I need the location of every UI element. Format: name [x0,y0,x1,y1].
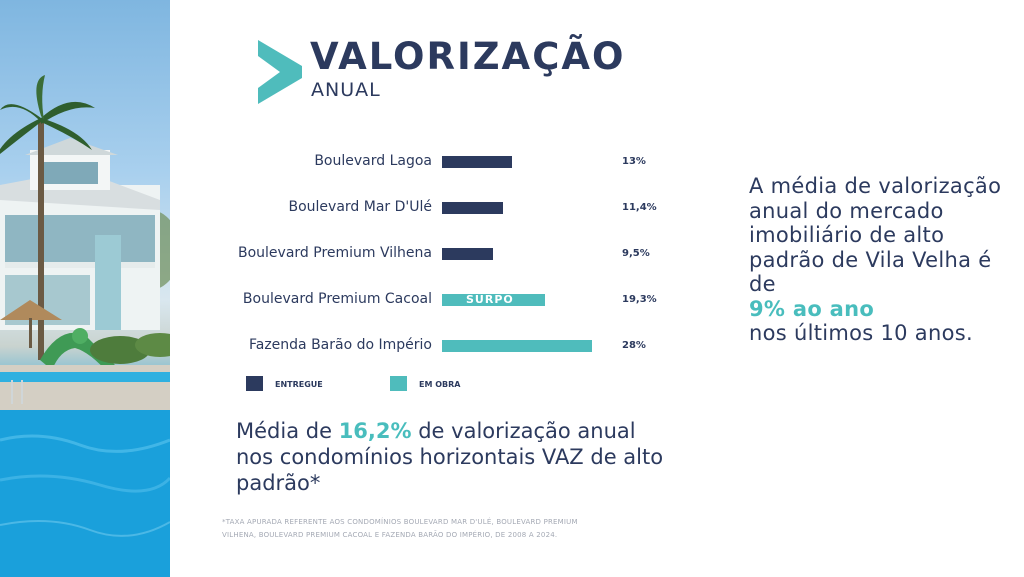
legend-label: ENTREGUE [275,380,323,389]
bar-category-label: Boulevard Mar D'Ulé [288,199,433,215]
bar [442,156,512,168]
market-average-prefix: A média de valorização anual do mercado … [749,174,1002,296]
bar [442,340,592,352]
bar-value-label: 19,3% [622,294,657,305]
valorization-bar-chart: Boulevard Lagoa 13% Boulevard Mar D'Ulé 11,… [220,140,660,400]
summary-text: Média de 16,2% de valorização anual nos … [236,418,676,496]
bar-value-label: 9,5% [622,248,650,259]
bar-value-label: 28% [622,340,646,351]
bar-value-label: 11,4% [622,202,657,213]
footnote: *TAXA APURADA REFERENTE AOS CONDOMÍNIOS … [222,518,578,539]
page-title: VALORIZAÇÃO [310,35,626,78]
bar-category-label: Boulevard Premium Vilhena [238,245,432,261]
summary-prefix: Média de [236,419,339,443]
bar-category-label: Boulevard Premium Cacoal [242,291,432,307]
bar [442,248,493,260]
bar-category-label: Fazenda Barão do Império [248,337,432,353]
summary-highlight: 16,2% [338,419,412,443]
market-average-text: A média de valorização anual do mercado … [749,174,1009,346]
page-subtitle: ANUAL [311,79,381,101]
market-average-highlight: 9% ao ano [749,296,875,321]
bar [442,294,545,306]
legend-label: EM OBRA [419,380,461,389]
legend-swatch [246,376,263,391]
summary-suffix: de valorização anual nos condomínios hor… [236,419,664,495]
chevron-logo-icon [258,40,302,104]
resort-photo [0,0,170,577]
bar-value-label: 13% [622,156,646,167]
bar-category-label: Boulevard Lagoa [314,153,432,169]
bar-overlay-text: SURPO [466,293,514,306]
bar [442,202,503,214]
market-average-suffix: nos últimos 10 anos. [749,321,973,345]
legend-swatch [390,376,407,391]
